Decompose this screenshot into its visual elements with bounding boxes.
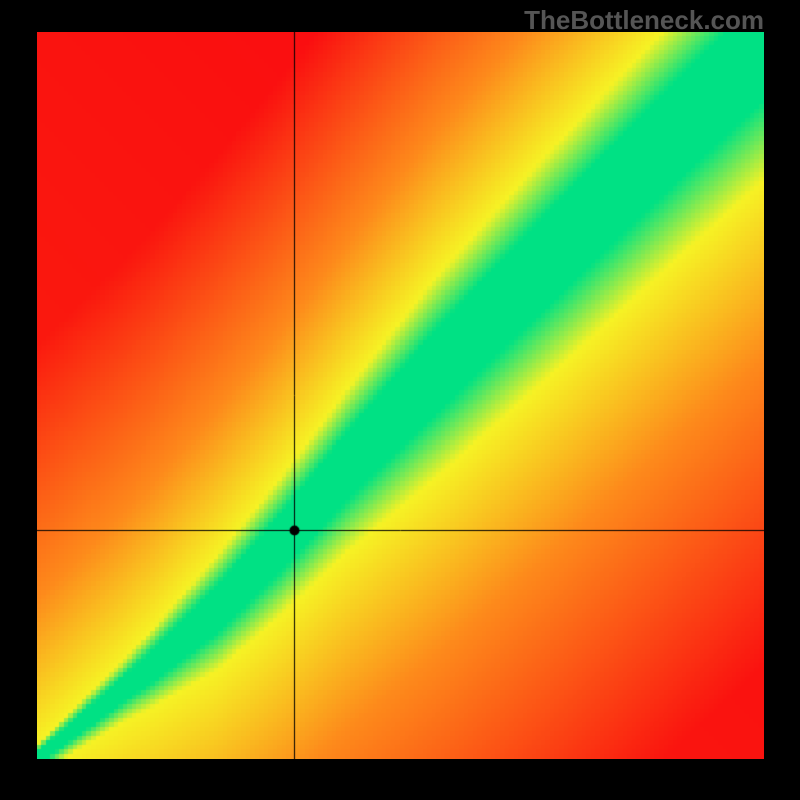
bottleneck-heatmap — [37, 32, 764, 759]
watermark-text: TheBottleneck.com — [524, 5, 764, 36]
